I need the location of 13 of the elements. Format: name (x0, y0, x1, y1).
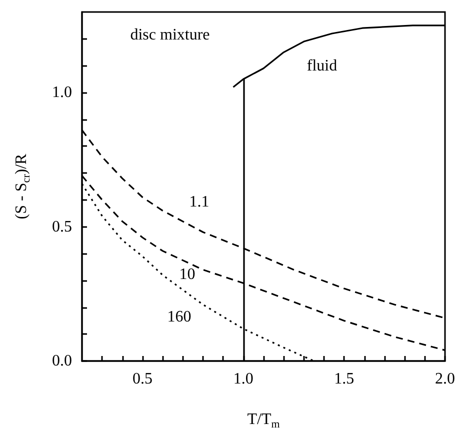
series-label: 160 (167, 308, 192, 326)
y-tick-label: 0.0 (52, 352, 72, 370)
x-tick-label: 1.5 (334, 370, 354, 388)
x-tick-label: 1.0 (233, 370, 254, 388)
x-tick-label: 0.5 (132, 370, 152, 388)
y-tick-label: 0.5 (52, 218, 72, 236)
annotation: fluid (306, 58, 338, 74)
x-tick-label: 2.0 (435, 370, 455, 388)
annotation: disc mixture (130, 26, 210, 44)
y-axis-title: (S - Scr)/R (13, 153, 32, 220)
series-label: 10 (179, 266, 196, 283)
series-label: 1.1 (189, 193, 210, 210)
y-tick-label: 1.0 (52, 84, 72, 102)
